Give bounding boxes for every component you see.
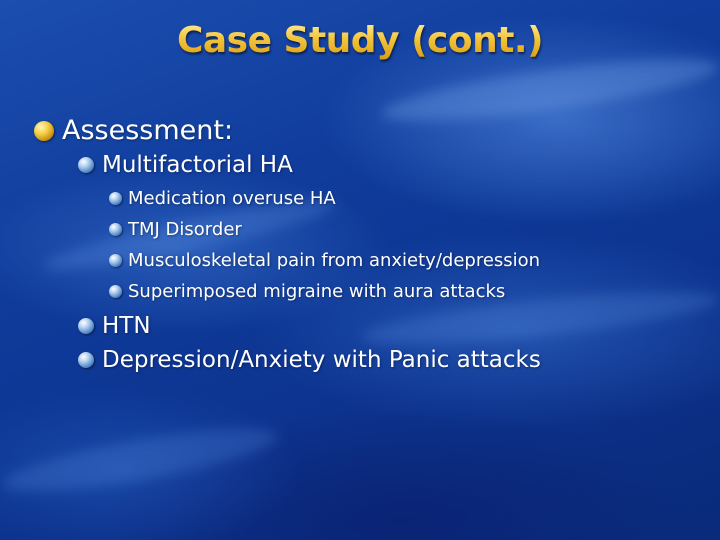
blue-sphere-bullet-icon	[78, 352, 94, 368]
blue-sphere-bullet-icon	[109, 254, 122, 267]
bullet-medication-overuse: Medication overuse HA	[109, 188, 336, 209]
bullet-musculoskeletal-pain: Musculoskeletal pain from anxiety/depres…	[109, 250, 540, 271]
bullet-text: Depression/Anxiety with Panic attacks	[102, 347, 541, 373]
blue-sphere-bullet-icon	[109, 192, 122, 205]
bullet-text: TMJ Disorder	[128, 219, 242, 240]
bullet-tmj-disorder: TMJ Disorder	[109, 219, 242, 240]
bullet-text: Multifactorial HA	[102, 152, 293, 178]
gold-sphere-bullet-icon	[34, 120, 54, 141]
bullet-text: Musculoskeletal pain from anxiety/depres…	[128, 250, 541, 271]
bullet-assessment: Assessment:	[34, 115, 233, 146]
bullet-text: Assessment:	[62, 115, 234, 146]
bullet-text: Medication overuse HA	[128, 188, 336, 209]
blue-sphere-bullet-icon	[78, 318, 94, 334]
bullet-text: Superimposed migraine with aura attacks	[128, 281, 506, 302]
bullet-multifactorial-ha: Multifactorial HA	[78, 152, 293, 178]
bullet-superimposed-migraine: Superimposed migraine with aura attacks	[109, 281, 505, 302]
bullet-depression-anxiety: Depression/Anxiety with Panic attacks	[78, 347, 541, 373]
blue-sphere-bullet-icon	[109, 285, 122, 298]
bullet-text: HTN	[102, 313, 151, 339]
blue-sphere-bullet-icon	[78, 157, 94, 173]
bullet-htn: HTN	[78, 313, 151, 339]
blue-sphere-bullet-icon	[109, 223, 122, 236]
slide-title: Case Study (cont.)	[0, 20, 720, 61]
